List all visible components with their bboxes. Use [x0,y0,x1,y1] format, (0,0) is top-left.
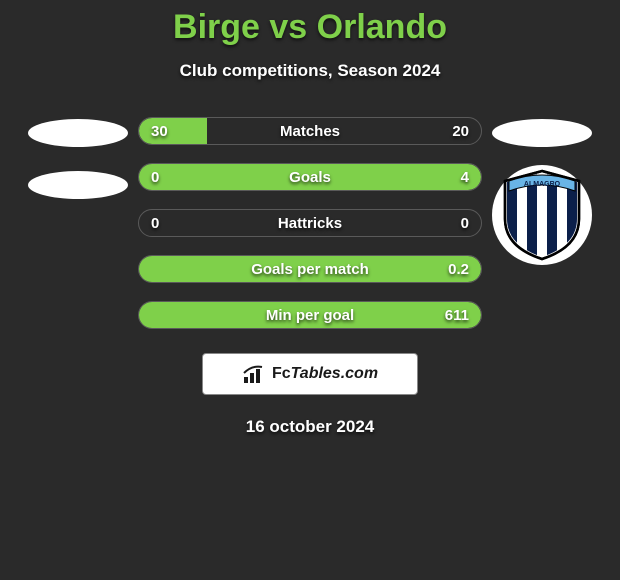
badge-suffix: Tables.com [291,365,378,382]
stat-label: Goals per match [251,261,369,278]
stat-label: Min per goal [266,307,354,324]
stat-row: 0 Goals 4 [138,163,482,191]
date-label: 16 october 2024 [246,417,375,437]
team-name-label: ALMAGRO [524,181,561,188]
left-team-placeholder-2 [28,171,128,199]
stat-right-value: 611 [445,307,469,324]
bar-chart-icon [242,363,266,385]
stat-label: Matches [280,123,340,140]
left-side [18,117,138,223]
stat-row: Min per goal 611 [138,301,482,329]
stat-row: 30 Matches 20 [138,117,482,145]
right-team-placeholder-1 [492,119,592,147]
stat-right-value: 0.2 [448,261,469,278]
left-team-placeholder-1 [28,119,128,147]
stat-right-value: 20 [452,123,469,140]
stat-right-value: 4 [461,169,469,186]
badge-prefix: Fc [272,365,291,382]
stats-rows: 30 Matches 20 0 Goals 4 0 Hattricks 0 Goals per m… [138,117,482,329]
almagro-shield-icon: ALMAGRO [501,169,583,261]
stat-row: Goals per match 0.2 [138,255,482,283]
stat-label: Goals [289,169,331,186]
stat-label: Hattricks [278,215,342,232]
stat-left-value: 0 [151,169,159,186]
right-side: ALMAGRO [482,117,602,265]
stat-row: 0 Hattricks 0 [138,209,482,237]
stat-right-value: 0 [461,215,469,232]
stat-left-value: 0 [151,215,159,232]
fctables-badge[interactable]: FcTables.com [202,353,418,395]
stats-area: 30 Matches 20 0 Goals 4 0 Hattricks 0 Goals per m… [0,117,620,329]
page-title: Birge vs Orlando [173,8,447,47]
badge-label: FcTables.com [272,365,378,383]
fill-left [139,118,207,144]
right-team-logo: ALMAGRO [492,165,592,265]
stat-left-value: 30 [151,123,168,140]
subtitle: Club competitions, Season 2024 [180,61,441,81]
